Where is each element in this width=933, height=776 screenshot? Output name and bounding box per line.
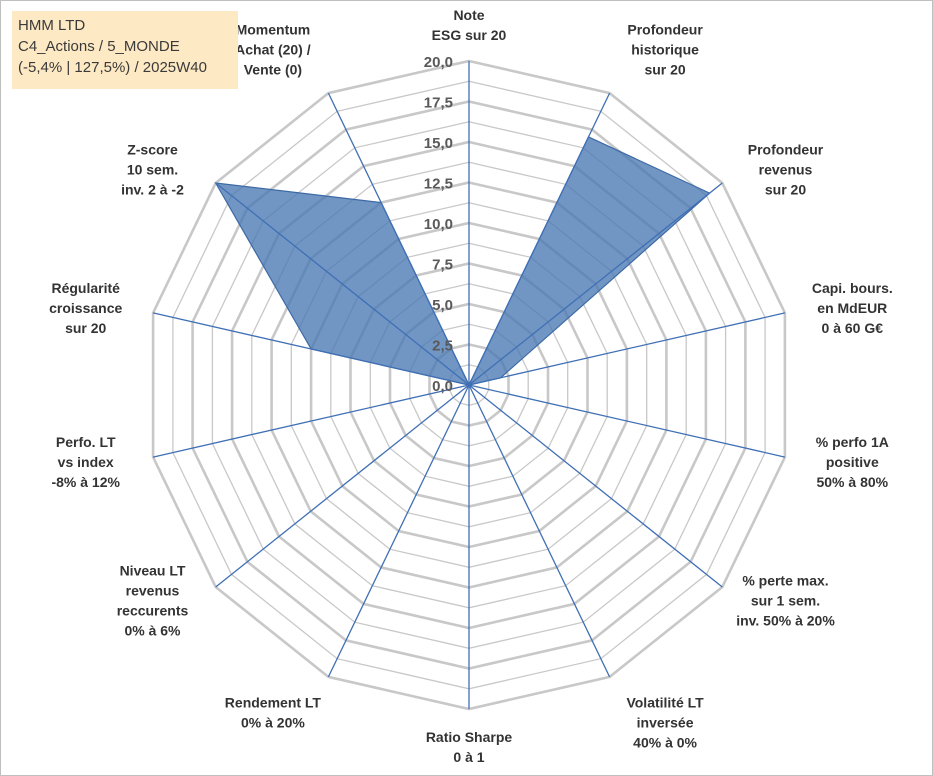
axis-label: Z-score <box>127 141 178 157</box>
axis-spoke <box>468 384 786 458</box>
tick-label: 7,5 <box>432 257 453 274</box>
axis-spoke <box>327 92 470 386</box>
tick-labels: 0,0 2,5 5,0 7,5 10,0 12,5 15,0 17,5 20,0 <box>424 54 453 395</box>
axis-labels: Note ESG sur 20 Profondeur historique sur 20… <box>49 7 893 765</box>
axis-label: revenus <box>759 161 813 177</box>
axis-label: 10 sem. <box>127 161 178 177</box>
axis-label: 40% à 0% <box>633 735 697 751</box>
tick-label: 10,0 <box>424 216 453 233</box>
axis-label: inv. 50% à 20% <box>736 613 835 629</box>
axis-label: reccurents <box>117 603 189 619</box>
axis-spoke <box>215 182 470 386</box>
title-box: HMM LTD C4_Actions / 5_MONDE (-5,4% | 12… <box>12 11 238 89</box>
axis-label: Rendement LT <box>225 695 322 711</box>
axis-spoke <box>468 312 786 386</box>
axis-label: positive <box>826 454 879 470</box>
axis-spoke <box>468 92 611 386</box>
axis-spoke <box>468 182 723 386</box>
axis-label: Momentum <box>236 21 311 37</box>
axis-label: Capi. bours. <box>812 280 893 296</box>
axis-spoke <box>468 384 611 678</box>
axis-label: sur 20 <box>765 181 806 197</box>
axis-label: historique <box>631 41 699 57</box>
axis-label: inv. 2 à -2 <box>121 181 184 197</box>
category-label: C4_Actions / 5_MONDE <box>18 38 180 55</box>
axis-label: sur 1 sem. <box>751 593 820 609</box>
axis-label: -8% à 12% <box>51 474 120 490</box>
axis-spoke <box>152 312 470 386</box>
axis-label: Profondeur <box>627 21 703 37</box>
axis-label: % perte max. <box>742 573 828 589</box>
axis-label: 0 à 1 <box>453 749 484 765</box>
axis-label: 0% à 6% <box>124 623 181 639</box>
axis-label: 50% à 80% <box>816 474 888 490</box>
axis-label: en MdEUR <box>817 300 887 316</box>
axis-label: sur 20 <box>65 320 106 336</box>
tick-label: 17,5 <box>424 95 453 112</box>
axis-spoke <box>215 384 470 588</box>
axis-label: Volatilité LT <box>626 695 704 711</box>
axis-label: Profondeur <box>748 141 824 157</box>
axis-label: vs index <box>58 454 114 470</box>
axis-label: revenus <box>126 583 180 599</box>
stats-label: (-5,4% | 127,5%) / 2025W40 <box>18 59 207 76</box>
company-name: HMM LTD <box>18 17 86 34</box>
axis-label: inversée <box>637 715 694 731</box>
axis-spoke <box>327 384 470 678</box>
axis-label: 0% à 20% <box>241 715 305 731</box>
tick-label: 2,5 <box>432 338 453 355</box>
axis-label: Régularité <box>51 280 120 296</box>
axis-label: Niveau LT <box>120 563 186 579</box>
axis-label: Ratio Sharpe <box>426 729 513 745</box>
axis-label: Vente (0) <box>244 61 302 77</box>
tick-label: 0,0 <box>432 378 453 395</box>
tick-label: 15,0 <box>424 135 453 152</box>
axis-label: ESG sur 20 <box>432 27 507 43</box>
axis-label: 0 à 60 G€ <box>822 320 884 336</box>
spokes <box>152 61 786 709</box>
axis-spoke <box>468 384 723 588</box>
axis-label: Perfo. LT <box>56 434 116 450</box>
axis-label: Achat (20) / <box>235 41 311 57</box>
tick-label: 12,5 <box>424 176 453 193</box>
tick-label: 5,0 <box>432 297 453 314</box>
axis-label: sur 20 <box>644 61 685 77</box>
tick-label: 20,0 <box>424 54 453 71</box>
axis-label: croissance <box>49 300 122 316</box>
axis-label: % perfo 1A <box>816 434 889 450</box>
axis-spoke <box>152 384 470 458</box>
axis-label: Note <box>453 7 484 23</box>
